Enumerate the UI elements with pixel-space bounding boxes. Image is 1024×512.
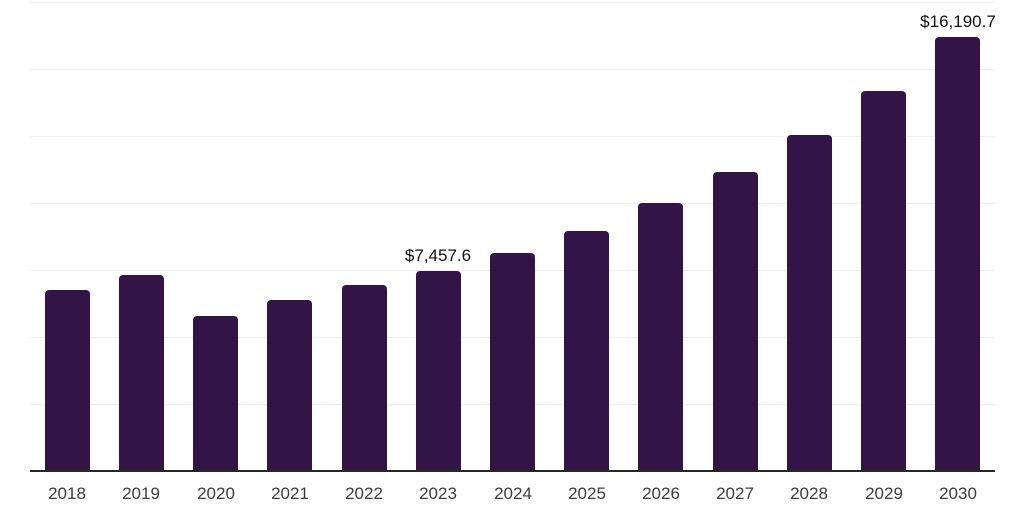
- bar-2028: [787, 135, 832, 471]
- bar-2027: [713, 172, 758, 471]
- bar-2022: [342, 285, 387, 471]
- gridline-15000: [30, 69, 995, 70]
- x-tick-2025: 2025: [568, 484, 606, 503]
- bar-2030: [935, 37, 980, 471]
- bar-2025: [564, 231, 609, 471]
- x-tick-2018: 2018: [48, 484, 86, 503]
- bar-2020: [193, 316, 238, 471]
- bar-2018: [45, 290, 90, 471]
- x-tick-2019: 2019: [122, 484, 160, 503]
- value-label-2030: $16,190.7: [920, 12, 996, 31]
- x-tick-2020: 2020: [197, 484, 235, 503]
- x-tick-2029: 2029: [865, 484, 903, 503]
- x-tick-2028: 2028: [790, 484, 828, 503]
- x-axis-line: [30, 470, 995, 472]
- bar-2026: [638, 203, 683, 471]
- bar-2024: [490, 253, 535, 471]
- x-tick-2022: 2022: [345, 484, 383, 503]
- x-tick-2023: 2023: [419, 484, 457, 503]
- bar-2019: [119, 275, 164, 471]
- gridline-17500: [30, 2, 995, 3]
- x-tick-2030: 2030: [939, 484, 977, 503]
- x-tick-2021: 2021: [271, 484, 309, 503]
- x-tick-2026: 2026: [642, 484, 680, 503]
- bar-2023: [416, 271, 461, 471]
- gridline-12500: [30, 136, 995, 137]
- x-tick-2024: 2024: [494, 484, 532, 503]
- bar-2029: [861, 91, 906, 471]
- gridline-10000: [30, 203, 995, 204]
- bar-2021: [267, 300, 312, 471]
- value-label-2023: $7,457.6: [404, 246, 472, 265]
- x-tick-2027: 2027: [716, 484, 754, 503]
